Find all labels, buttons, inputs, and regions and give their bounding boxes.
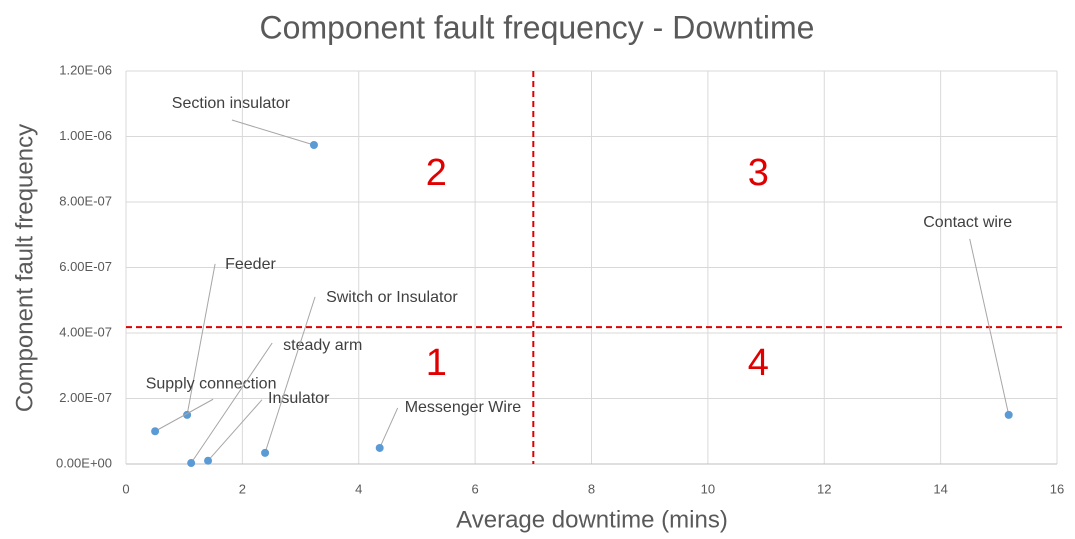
y-axis-label: Component fault frequency: [11, 124, 38, 412]
point-label: Contact wire: [923, 214, 1012, 231]
x-tick-label: 16: [1050, 481, 1064, 496]
point-label: Messenger Wire: [405, 399, 522, 416]
x-tick-label: 4: [355, 481, 362, 496]
y-tick-label: 4.00E-07: [59, 324, 112, 339]
point: [151, 427, 160, 436]
point: [204, 456, 213, 465]
point-label: steady arm: [283, 337, 362, 354]
leader-line: [379, 407, 399, 449]
y-tick-label: 8.00E-07: [59, 193, 112, 208]
x-tick-label: 12: [817, 481, 831, 496]
x-axis-label: Average downtime (mins): [456, 506, 728, 533]
leader-line: [186, 263, 216, 415]
quadrant-label: 1: [426, 342, 447, 384]
leader-line: [264, 296, 316, 454]
point-label: Insulator: [268, 390, 330, 407]
point-label: Supply connection: [146, 375, 277, 392]
x-tick-label: 6: [472, 481, 479, 496]
chart-title: Component fault frequency - Downtime: [260, 9, 815, 45]
x-tick-label: 2: [239, 481, 246, 496]
x-tick-label: 10: [701, 481, 715, 496]
point-label: Feeder: [225, 256, 276, 273]
y-tick-label: 1.00E-06: [59, 128, 112, 143]
leader-line: [190, 342, 273, 464]
quadrant-label: 2: [426, 152, 447, 194]
leader-line: [969, 238, 1010, 415]
y-tick-label: 1.20E-06: [59, 62, 112, 77]
x-tick-label: 14: [933, 481, 947, 496]
point-label: Section insulator: [172, 95, 291, 112]
x-tick-label: 8: [588, 481, 595, 496]
point-label: Switch or Insulator: [326, 289, 458, 306]
y-tick-label: 0.00E+00: [56, 455, 112, 470]
y-tick-label: 2.00E-07: [59, 390, 112, 405]
x-tick-label: 0: [122, 481, 129, 496]
leader-line: [154, 398, 214, 432]
point: [309, 141, 318, 150]
point: [1004, 410, 1013, 419]
leader-line: [207, 399, 263, 462]
quadrant-label: 4: [748, 342, 769, 384]
y-tick-label: 6.00E-07: [59, 259, 112, 274]
point: [261, 448, 270, 457]
point: [187, 459, 196, 468]
quadrant-label: 3: [748, 152, 769, 194]
leader-line: [231, 119, 315, 146]
point: [375, 443, 384, 452]
